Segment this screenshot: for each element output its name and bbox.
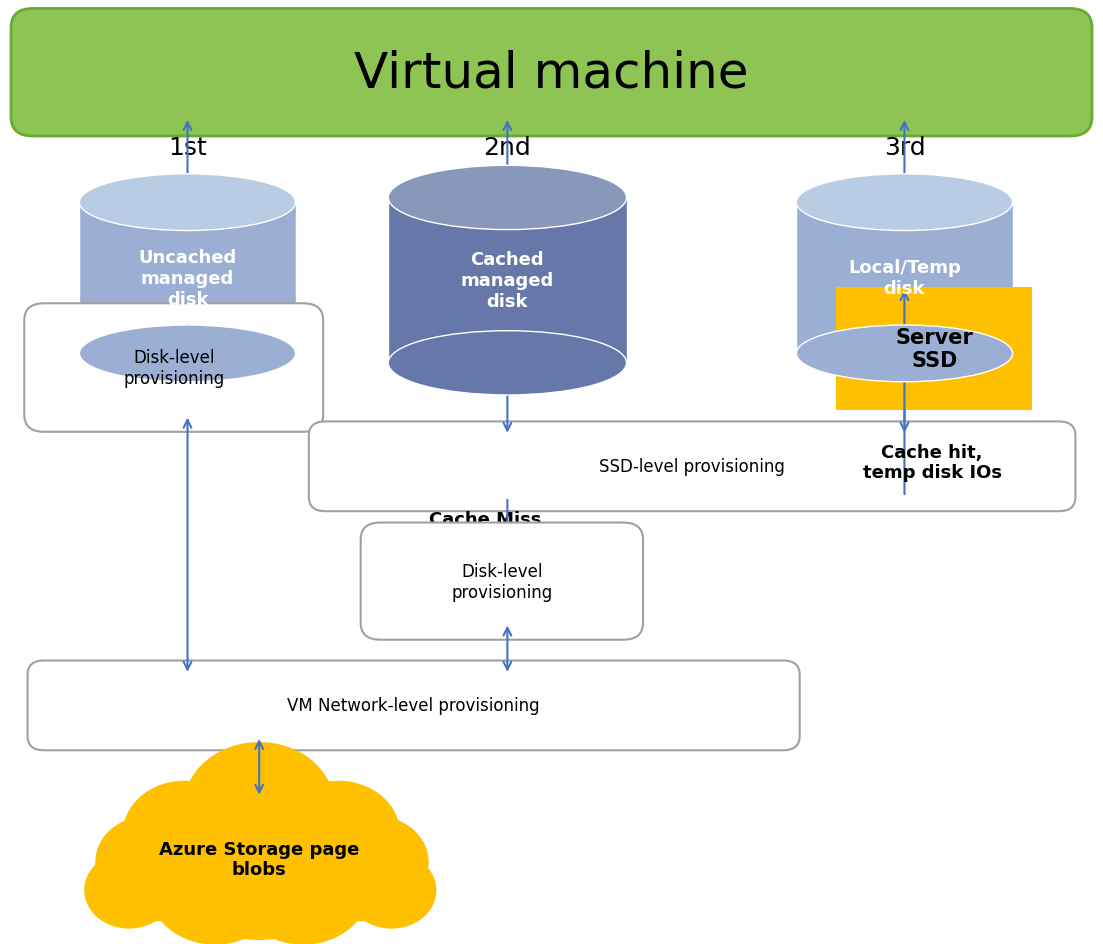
Ellipse shape [796, 326, 1013, 382]
Circle shape [124, 782, 245, 885]
Text: 1st: 1st [168, 136, 207, 160]
FancyBboxPatch shape [361, 523, 643, 640]
Circle shape [85, 852, 173, 928]
Text: Local/Temp
disk: Local/Temp disk [848, 259, 961, 298]
Text: SSD-level provisioning: SSD-level provisioning [599, 458, 785, 476]
Text: Azure Storage page
blobs: Azure Storage page blobs [159, 839, 360, 879]
Bar [796, 203, 1013, 354]
Circle shape [149, 831, 281, 944]
Bar [388, 198, 627, 363]
Text: Virtual machine: Virtual machine [354, 49, 749, 97]
Circle shape [322, 817, 428, 907]
Text: Uncached
managed
disk: Uncached managed disk [138, 248, 237, 309]
Bar [116, 868, 403, 920]
Text: 3rd: 3rd [884, 136, 925, 160]
Ellipse shape [79, 175, 296, 231]
Text: 2nd: 2nd [483, 136, 532, 160]
Circle shape [184, 743, 334, 871]
Text: Disk-level
provisioning: Disk-level provisioning [124, 348, 224, 388]
Text: Cache Miss: Cache Miss [429, 510, 542, 529]
Circle shape [347, 852, 436, 928]
Text: Server
SSD: Server SSD [896, 328, 973, 371]
Ellipse shape [388, 166, 627, 230]
Text: Cached
managed
disk: Cached managed disk [461, 251, 554, 311]
Ellipse shape [388, 331, 627, 396]
Text: Cache hit,
temp disk IOs: Cache hit, temp disk IOs [863, 443, 1002, 482]
FancyBboxPatch shape [24, 304, 323, 432]
Ellipse shape [79, 326, 296, 382]
Circle shape [278, 782, 399, 885]
Ellipse shape [796, 175, 1013, 231]
Text: Disk-level
provisioning: Disk-level provisioning [451, 562, 553, 601]
Text: VM Network-level provisioning: VM Network-level provisioning [287, 697, 540, 715]
Circle shape [176, 798, 342, 939]
FancyBboxPatch shape [836, 288, 1032, 411]
FancyBboxPatch shape [28, 661, 800, 750]
Circle shape [237, 831, 370, 944]
FancyBboxPatch shape [309, 422, 1075, 512]
Circle shape [96, 817, 202, 907]
FancyBboxPatch shape [11, 9, 1092, 137]
Bar [79, 203, 296, 354]
